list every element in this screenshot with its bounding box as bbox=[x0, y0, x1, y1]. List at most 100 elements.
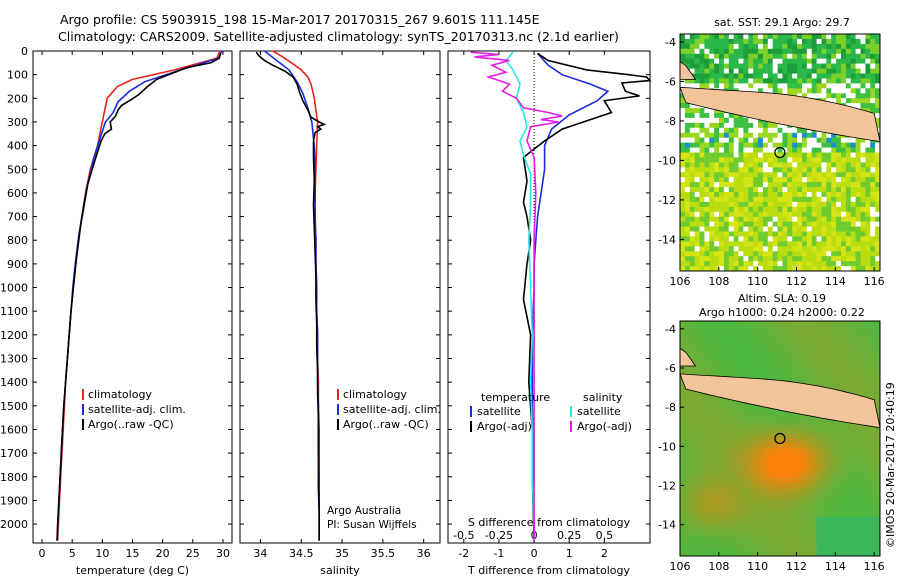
map-cell bbox=[709, 246, 715, 252]
map-cell bbox=[772, 507, 778, 513]
map-cell bbox=[875, 63, 881, 69]
map-cell bbox=[787, 414, 793, 420]
map-cell bbox=[802, 379, 808, 386]
map-cell bbox=[743, 152, 749, 158]
map-cell bbox=[865, 162, 871, 168]
map-cell bbox=[699, 502, 705, 508]
map-cell bbox=[719, 216, 725, 222]
map-cell bbox=[826, 448, 832, 454]
map-cell bbox=[719, 438, 725, 444]
map-cell bbox=[816, 142, 822, 148]
map-cell bbox=[714, 448, 720, 454]
map-cell bbox=[704, 536, 710, 542]
map-cell bbox=[875, 192, 881, 198]
map-cell bbox=[689, 404, 696, 410]
map-cell bbox=[743, 157, 749, 163]
map-cell bbox=[753, 122, 759, 129]
map-cell bbox=[802, 221, 808, 227]
map-cell bbox=[777, 34, 783, 40]
map-cell bbox=[821, 463, 827, 469]
map-cell bbox=[758, 142, 764, 148]
map-cell bbox=[728, 256, 735, 262]
map-cell bbox=[816, 467, 822, 474]
map-cell bbox=[875, 443, 881, 449]
map-cell bbox=[743, 345, 749, 351]
legend-label-temperature: satellite-adj. clim. bbox=[88, 403, 186, 416]
map-cell bbox=[777, 231, 783, 237]
map-cell bbox=[855, 516, 861, 523]
argo-position-marker-sst bbox=[774, 146, 786, 159]
map-cell bbox=[719, 261, 725, 267]
map-cell bbox=[826, 206, 832, 213]
map-cell bbox=[719, 414, 725, 420]
map-cell bbox=[684, 187, 691, 193]
map-cell bbox=[845, 546, 852, 552]
map-cell bbox=[714, 38, 720, 45]
map-cell bbox=[811, 261, 817, 267]
map-cell bbox=[694, 330, 700, 337]
map-cell bbox=[714, 48, 720, 55]
map-cell bbox=[792, 321, 798, 327]
map-cell bbox=[709, 453, 715, 459]
map-cell bbox=[875, 399, 881, 405]
map-cell bbox=[811, 132, 817, 139]
map-cell bbox=[802, 477, 808, 483]
map-cell bbox=[689, 147, 696, 153]
sla-map-title-2: Argo h1000: 0.24 h2000: 0.22 bbox=[699, 306, 865, 319]
map-cell bbox=[723, 360, 730, 366]
map-cell bbox=[860, 93, 866, 99]
map-cell bbox=[704, 360, 710, 366]
map-cell bbox=[841, 321, 847, 327]
map-cell bbox=[753, 221, 759, 227]
map-cell bbox=[777, 418, 783, 425]
map-cell bbox=[855, 423, 861, 430]
map-cell bbox=[792, 546, 798, 552]
map-cell bbox=[723, 531, 730, 537]
map-cell bbox=[875, 98, 881, 104]
map-cell bbox=[738, 482, 744, 488]
map-cell bbox=[841, 196, 847, 203]
map-cell bbox=[758, 330, 764, 337]
map-cell bbox=[792, 88, 798, 94]
map-cell bbox=[694, 48, 700, 55]
map-cell bbox=[816, 68, 822, 74]
map-cell bbox=[860, 216, 866, 222]
map-cell bbox=[870, 511, 876, 518]
map-cell bbox=[816, 516, 822, 523]
map-cell bbox=[689, 241, 696, 247]
map-cell bbox=[797, 192, 803, 198]
map-cell bbox=[826, 157, 832, 163]
map-cell bbox=[753, 414, 759, 420]
map-cell bbox=[714, 266, 720, 272]
map-cell bbox=[767, 541, 774, 547]
map-cell bbox=[816, 53, 822, 60]
map-cell bbox=[762, 531, 769, 537]
map-cell bbox=[816, 526, 822, 532]
map-cell bbox=[728, 492, 735, 498]
map-cell bbox=[767, 526, 774, 532]
map-cell bbox=[680, 83, 686, 89]
map-cell bbox=[836, 477, 842, 483]
map-cell bbox=[733, 453, 739, 459]
map-cell bbox=[728, 221, 735, 227]
map-cell bbox=[714, 256, 720, 262]
map-cell bbox=[689, 414, 696, 420]
map-cell bbox=[728, 78, 735, 84]
map-cell bbox=[723, 231, 730, 237]
map-cell bbox=[826, 335, 832, 341]
map-cell bbox=[831, 196, 837, 203]
map-cell bbox=[787, 157, 793, 163]
map-cell bbox=[758, 182, 764, 188]
map-cell bbox=[836, 241, 842, 247]
map-cell bbox=[782, 492, 788, 498]
map-cell bbox=[816, 93, 822, 99]
map-cell bbox=[762, 453, 769, 459]
map-cell bbox=[680, 526, 686, 532]
map-cell bbox=[699, 63, 705, 69]
map-cell bbox=[772, 38, 778, 45]
map-cell bbox=[753, 216, 759, 222]
map-cell bbox=[870, 325, 876, 332]
map-cell bbox=[772, 418, 778, 425]
map-cell bbox=[806, 335, 813, 341]
map-cell bbox=[865, 34, 871, 40]
